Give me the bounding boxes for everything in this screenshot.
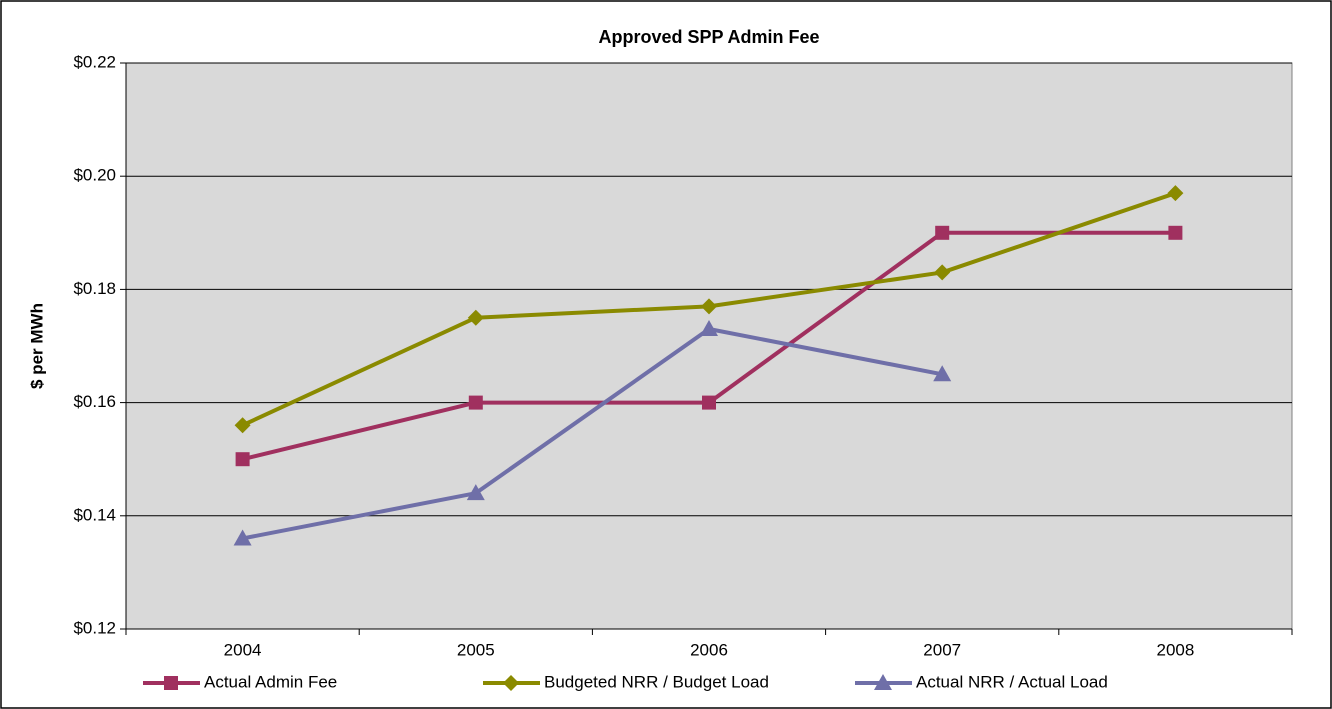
y-tick-label: $0.14 <box>73 505 116 524</box>
y-tick-label: $0.12 <box>73 618 116 637</box>
marker <box>701 298 717 315</box>
x-tick-label: 2004 <box>224 640 262 659</box>
marker <box>503 675 519 691</box>
marker <box>164 676 178 690</box>
marker <box>700 320 718 337</box>
marker <box>233 529 252 546</box>
y-tick-label: $0.22 <box>73 52 116 71</box>
marker <box>234 417 251 434</box>
marker <box>935 225 950 240</box>
legend-label: Actual Admin Fee <box>204 672 337 691</box>
marker <box>1168 225 1183 240</box>
legend-label: Actual NRR / Actual Load <box>916 672 1108 691</box>
y-tick-label: $0.20 <box>73 166 116 185</box>
y-axis-label: $ per MWh <box>27 303 46 389</box>
marker <box>933 365 952 382</box>
series-line <box>242 327 943 541</box>
marker <box>467 309 484 326</box>
marker <box>874 674 892 690</box>
y-tick-label: $0.18 <box>73 279 116 298</box>
legend-label: Budgeted NRR / Budget Load <box>544 672 769 691</box>
chart-title: Approved SPP Admin Fee <box>598 27 819 47</box>
marker <box>468 395 483 410</box>
y-tick-label: $0.16 <box>73 392 116 411</box>
x-tick-label: 2005 <box>457 640 495 659</box>
marker <box>1167 185 1184 202</box>
marker <box>702 395 716 410</box>
x-tick-label: 2006 <box>690 640 728 659</box>
marker <box>466 484 485 501</box>
x-tick-label: 2007 <box>923 640 961 659</box>
marker <box>934 264 951 281</box>
plot-area <box>125 62 1293 630</box>
marker <box>235 452 250 467</box>
x-tick-label: 2008 <box>1156 640 1194 659</box>
